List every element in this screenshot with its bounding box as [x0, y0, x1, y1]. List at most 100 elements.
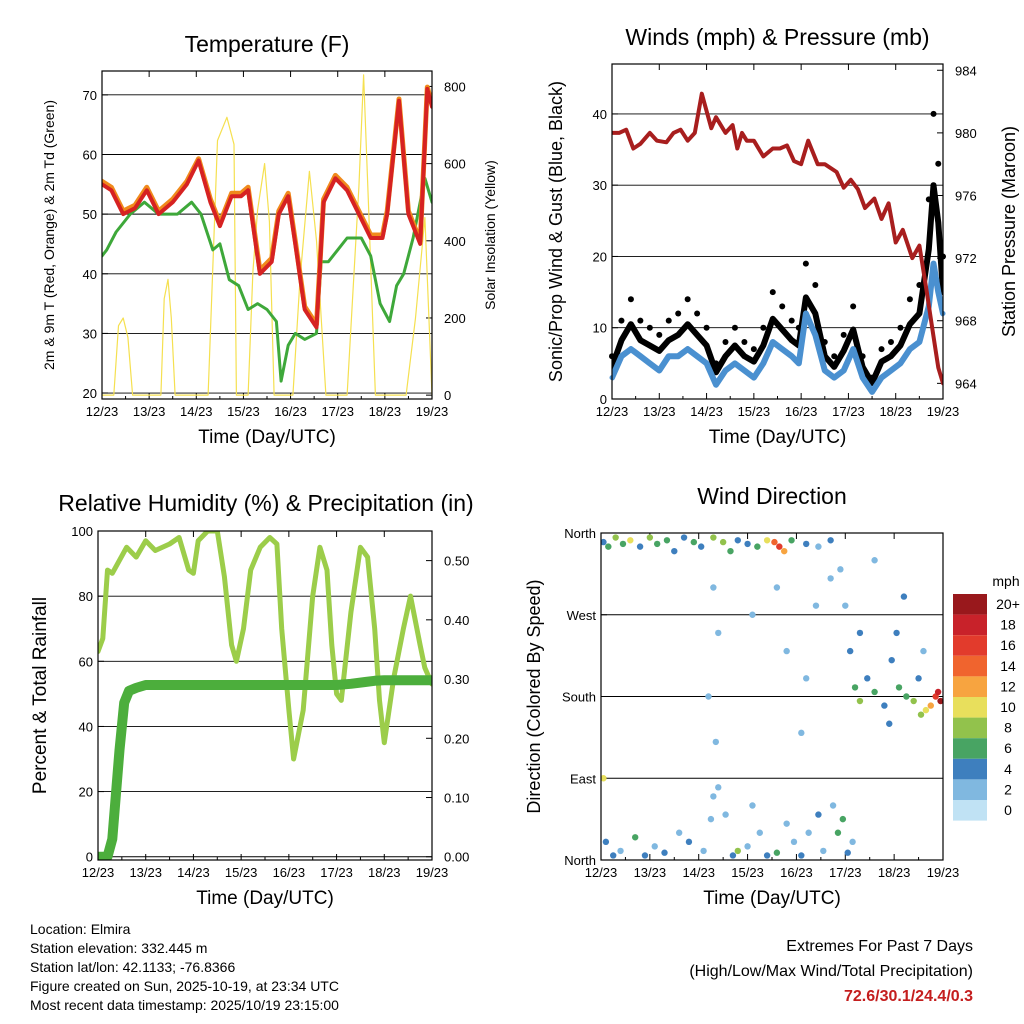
humidity-ytick-label: 0	[86, 850, 93, 865]
direction-point	[727, 547, 734, 555]
direction-point	[856, 697, 864, 705]
direction-point	[937, 697, 943, 705]
direction-point	[722, 811, 729, 818]
winds-gust-point	[840, 331, 847, 338]
direction-point	[734, 537, 741, 544]
winds-wind-point	[841, 367, 847, 373]
winds-gust-point	[935, 160, 942, 167]
direction-legend-label: 6	[1004, 740, 1012, 756]
winds-gust-point	[930, 110, 937, 117]
direction-point	[710, 534, 717, 541]
direction-point	[710, 584, 717, 591]
direction-legend-label: 14	[1000, 658, 1016, 674]
direction-point	[820, 847, 827, 855]
winds-plot-border	[611, 63, 944, 400]
winds-xtick-label: 18/23	[879, 404, 912, 419]
direction-point	[871, 557, 878, 564]
direction-point	[641, 852, 649, 859]
direction-xtick-label: 18/23	[878, 865, 911, 880]
direction-xtick-label: 15/23	[731, 865, 764, 880]
direction-legend-label: 16	[1000, 637, 1016, 653]
winds-wind-point	[760, 360, 766, 366]
winds-gust-point	[769, 289, 776, 296]
winds-xtick-label: 19/23	[927, 404, 960, 419]
direction-point	[886, 720, 893, 727]
direction-point	[864, 675, 871, 682]
winds-wind-point	[888, 367, 894, 373]
direction-point	[783, 820, 790, 827]
direction-point	[895, 684, 903, 691]
direction-point	[776, 543, 783, 550]
winds-wind-point	[779, 346, 785, 352]
direction-point	[827, 575, 834, 582]
temperature-y2tick-label: 600	[444, 157, 466, 172]
winds-ylabel: Sonic/Prop Wind & Gust (Blue, Black)	[546, 81, 566, 382]
winds-y2tick-label: 964	[955, 376, 977, 391]
temperature-ytick-label: 40	[83, 267, 97, 282]
winds-xtick-label: 15/23	[738, 404, 771, 419]
winds-wind-point	[713, 382, 719, 388]
winds-y2tick-label: 980	[955, 126, 977, 141]
direction-point	[671, 547, 678, 555]
figure-created: Figure created on Sun, 2025-10-19, at 23…	[30, 978, 339, 994]
direction-point	[903, 693, 910, 700]
direction-point	[636, 543, 644, 550]
direction-legend-swatch	[953, 676, 987, 697]
direction-point	[729, 852, 737, 859]
direction-point	[734, 847, 741, 855]
station-location: Location: Elmira	[30, 921, 131, 937]
direction-point	[617, 847, 624, 855]
direction-point	[749, 802, 756, 809]
direction-point	[653, 540, 661, 548]
direction-point	[719, 538, 727, 546]
direction-ytick-label: West	[567, 608, 597, 623]
direction-xlabel: Time (Day/UTC)	[703, 888, 841, 909]
direction-point	[927, 702, 934, 709]
temperature-series-2m-temp	[102, 86, 432, 330]
winds-gust-point	[656, 331, 663, 338]
direction-point	[651, 843, 658, 850]
direction-legend-swatch	[953, 800, 987, 821]
humidity-ytick-label: 20	[79, 785, 93, 800]
direction-point	[888, 656, 895, 664]
direction-xtick-label: 12/23	[585, 865, 618, 880]
direction-point	[783, 647, 790, 655]
direction-xtick-label: 17/23	[829, 865, 862, 880]
direction-point	[851, 684, 859, 691]
humidity-ytick-label: 40	[79, 719, 93, 734]
direction-legend-title: mph	[992, 573, 1019, 589]
direction-point	[715, 629, 722, 637]
winds-wind-point	[704, 360, 710, 366]
temperature-xtick-label: 18/23	[369, 404, 402, 419]
direction-point	[744, 540, 751, 548]
humidity-xtick-label: 16/23	[273, 865, 306, 880]
direction-point	[803, 675, 810, 682]
direction-point	[790, 838, 798, 846]
direction-ytick-label: North	[564, 853, 596, 868]
direction-point	[749, 611, 756, 618]
temperature-xlabel: Time (Day/UTC)	[198, 427, 336, 448]
winds-wind-point	[618, 353, 624, 359]
winds-gust-point	[703, 324, 710, 331]
winds-wind-point	[751, 375, 757, 381]
winds-gust-point	[760, 324, 767, 331]
winds-wind-point	[897, 360, 903, 366]
winds-wind-point	[656, 367, 662, 373]
direction-point	[663, 537, 671, 544]
direction-point	[744, 843, 751, 850]
direction-xtick-label: 14/23	[682, 865, 715, 880]
winds-wind-point	[628, 346, 634, 352]
winds-wind-point	[916, 339, 922, 345]
direction-legend-swatch	[953, 717, 987, 739]
winds-gust-point	[812, 281, 819, 288]
winds-gust-point	[887, 338, 894, 345]
winds-gust-point	[665, 317, 672, 324]
winds-wind-point	[647, 360, 653, 366]
direction-point	[893, 629, 900, 637]
direction-point	[846, 647, 854, 655]
extremes-title: Extremes For Past 7 Days	[786, 938, 973, 955]
winds-xlabel: Time (Day/UTC)	[709, 427, 847, 448]
humidity-y2tick-label: 0.00	[444, 850, 469, 865]
direction-point	[922, 706, 930, 714]
humidity-xtick-label: 12/23	[82, 865, 115, 880]
